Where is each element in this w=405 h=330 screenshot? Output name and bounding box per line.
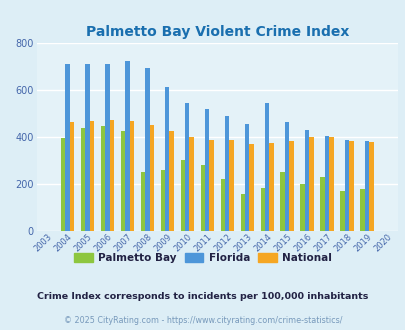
Bar	[90, 121, 94, 231]
Bar	[180, 160, 185, 231]
Bar	[109, 120, 114, 231]
Text: Crime Index corresponds to incidents per 100,000 inhabitants: Crime Index corresponds to incidents per…	[37, 292, 368, 301]
Bar	[100, 126, 105, 231]
Bar	[264, 103, 269, 231]
Legend: Palmetto Bay, Florida, National: Palmetto Bay, Florida, National	[70, 249, 335, 267]
Bar	[185, 103, 189, 231]
Bar	[368, 142, 373, 231]
Bar	[280, 172, 284, 231]
Bar	[364, 141, 368, 231]
Bar	[244, 123, 249, 231]
Bar	[209, 140, 213, 231]
Bar	[344, 140, 348, 231]
Bar	[289, 141, 293, 231]
Bar	[284, 122, 289, 231]
Title: Palmetto Bay Violent Crime Index: Palmetto Bay Violent Crime Index	[85, 25, 348, 39]
Bar	[269, 143, 273, 231]
Bar	[121, 131, 125, 231]
Bar	[304, 130, 309, 231]
Bar	[160, 170, 165, 231]
Bar	[339, 191, 344, 231]
Bar	[360, 189, 364, 231]
Bar	[169, 131, 173, 231]
Bar	[309, 137, 313, 231]
Bar	[240, 194, 244, 231]
Bar	[224, 116, 229, 231]
Bar	[61, 138, 65, 231]
Bar	[249, 145, 253, 231]
Text: © 2025 CityRating.com - https://www.cityrating.com/crime-statistics/: © 2025 CityRating.com - https://www.city…	[64, 316, 341, 325]
Bar	[229, 140, 233, 231]
Bar	[85, 64, 90, 231]
Bar	[328, 137, 333, 231]
Bar	[65, 64, 70, 231]
Bar	[165, 87, 169, 231]
Bar	[81, 128, 85, 231]
Bar	[145, 68, 149, 231]
Bar	[348, 141, 353, 231]
Bar	[125, 60, 129, 231]
Bar	[189, 137, 193, 231]
Bar	[260, 188, 264, 231]
Bar	[200, 165, 205, 231]
Bar	[300, 184, 304, 231]
Bar	[70, 122, 74, 231]
Bar	[105, 64, 109, 231]
Bar	[324, 136, 328, 231]
Bar	[220, 179, 224, 231]
Bar	[129, 121, 134, 231]
Bar	[141, 172, 145, 231]
Bar	[205, 109, 209, 231]
Bar	[320, 178, 324, 231]
Bar	[149, 125, 153, 231]
